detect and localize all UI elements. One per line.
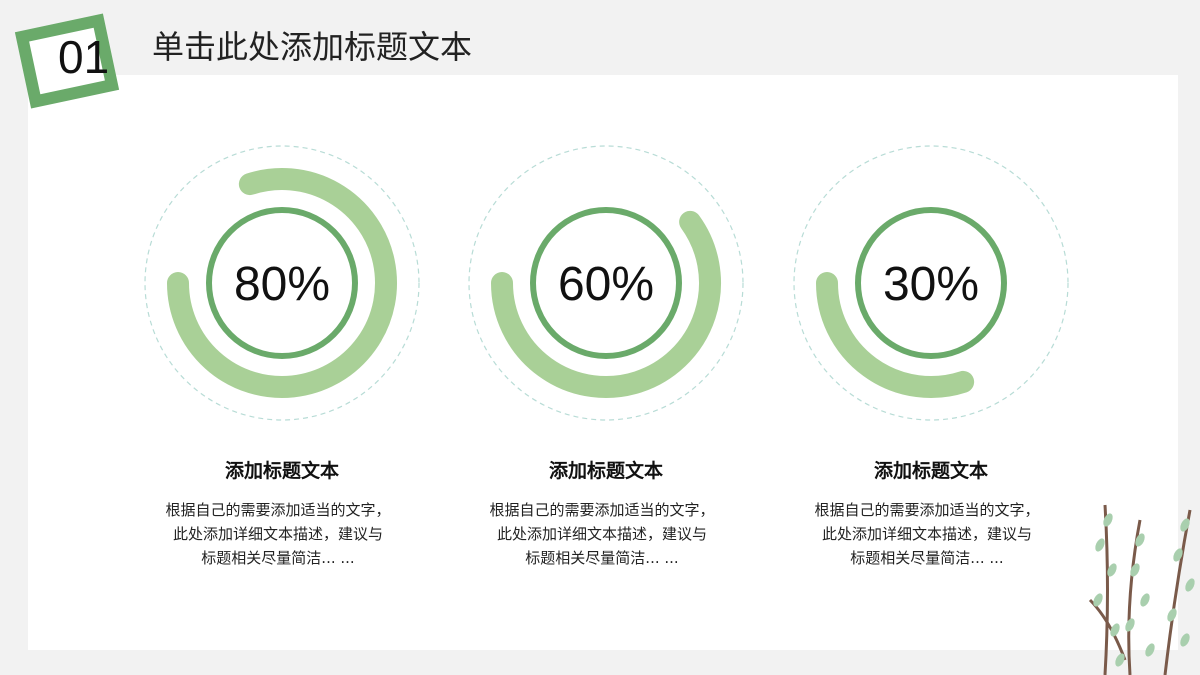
leaf <box>1130 563 1140 577</box>
progress-arc <box>816 272 975 398</box>
percent-label: 30% <box>883 258 979 311</box>
leaf <box>1167 608 1177 622</box>
progress-arc <box>491 210 721 398</box>
leaf <box>1103 513 1113 527</box>
leaf <box>1180 633 1190 647</box>
leaf <box>1135 533 1145 547</box>
progress-arc <box>167 168 397 398</box>
leaf <box>1140 593 1150 607</box>
leaf <box>1107 563 1117 577</box>
willow-branch-decoration <box>1088 504 1192 675</box>
leaf <box>1110 623 1120 637</box>
item-title: 添加标题文本 <box>548 460 663 482</box>
leaf <box>1095 538 1105 552</box>
percent-label: 60% <box>558 258 654 311</box>
section-number: 01 <box>58 31 110 83</box>
inner-ring <box>206 207 358 359</box>
dashed-ring <box>468 145 744 421</box>
item-title: 添加标题文本 <box>224 460 339 482</box>
item-title: 添加标题文本 <box>873 460 988 482</box>
leaf <box>1115 653 1125 667</box>
leaf <box>1185 578 1195 592</box>
inner-ring <box>855 207 1007 359</box>
page-title[interactable]: 单击此处添加标题文本 <box>152 28 473 66</box>
inner-ring <box>530 207 682 359</box>
item-description: 根据自己的需要添加适当的文字， 此处添加详细文本描述，建议与 标题相关尽量简洁.… <box>489 501 715 567</box>
dashed-ring <box>793 145 1069 421</box>
item-description: 根据自己的需要添加适当的文字， 此处添加详细文本描述，建议与 标题相关尽量简洁.… <box>814 501 1040 567</box>
leaf <box>1180 518 1190 532</box>
percent-label: 80% <box>234 258 330 311</box>
dashed-ring <box>144 145 420 421</box>
leaf <box>1145 643 1155 657</box>
leaf <box>1125 618 1135 632</box>
item-description: 根据自己的需要添加适当的文字， 此处添加详细文本描述，建议与 标题相关尽量简洁.… <box>165 501 391 567</box>
leaf <box>1173 548 1183 562</box>
leaf <box>1093 593 1103 607</box>
